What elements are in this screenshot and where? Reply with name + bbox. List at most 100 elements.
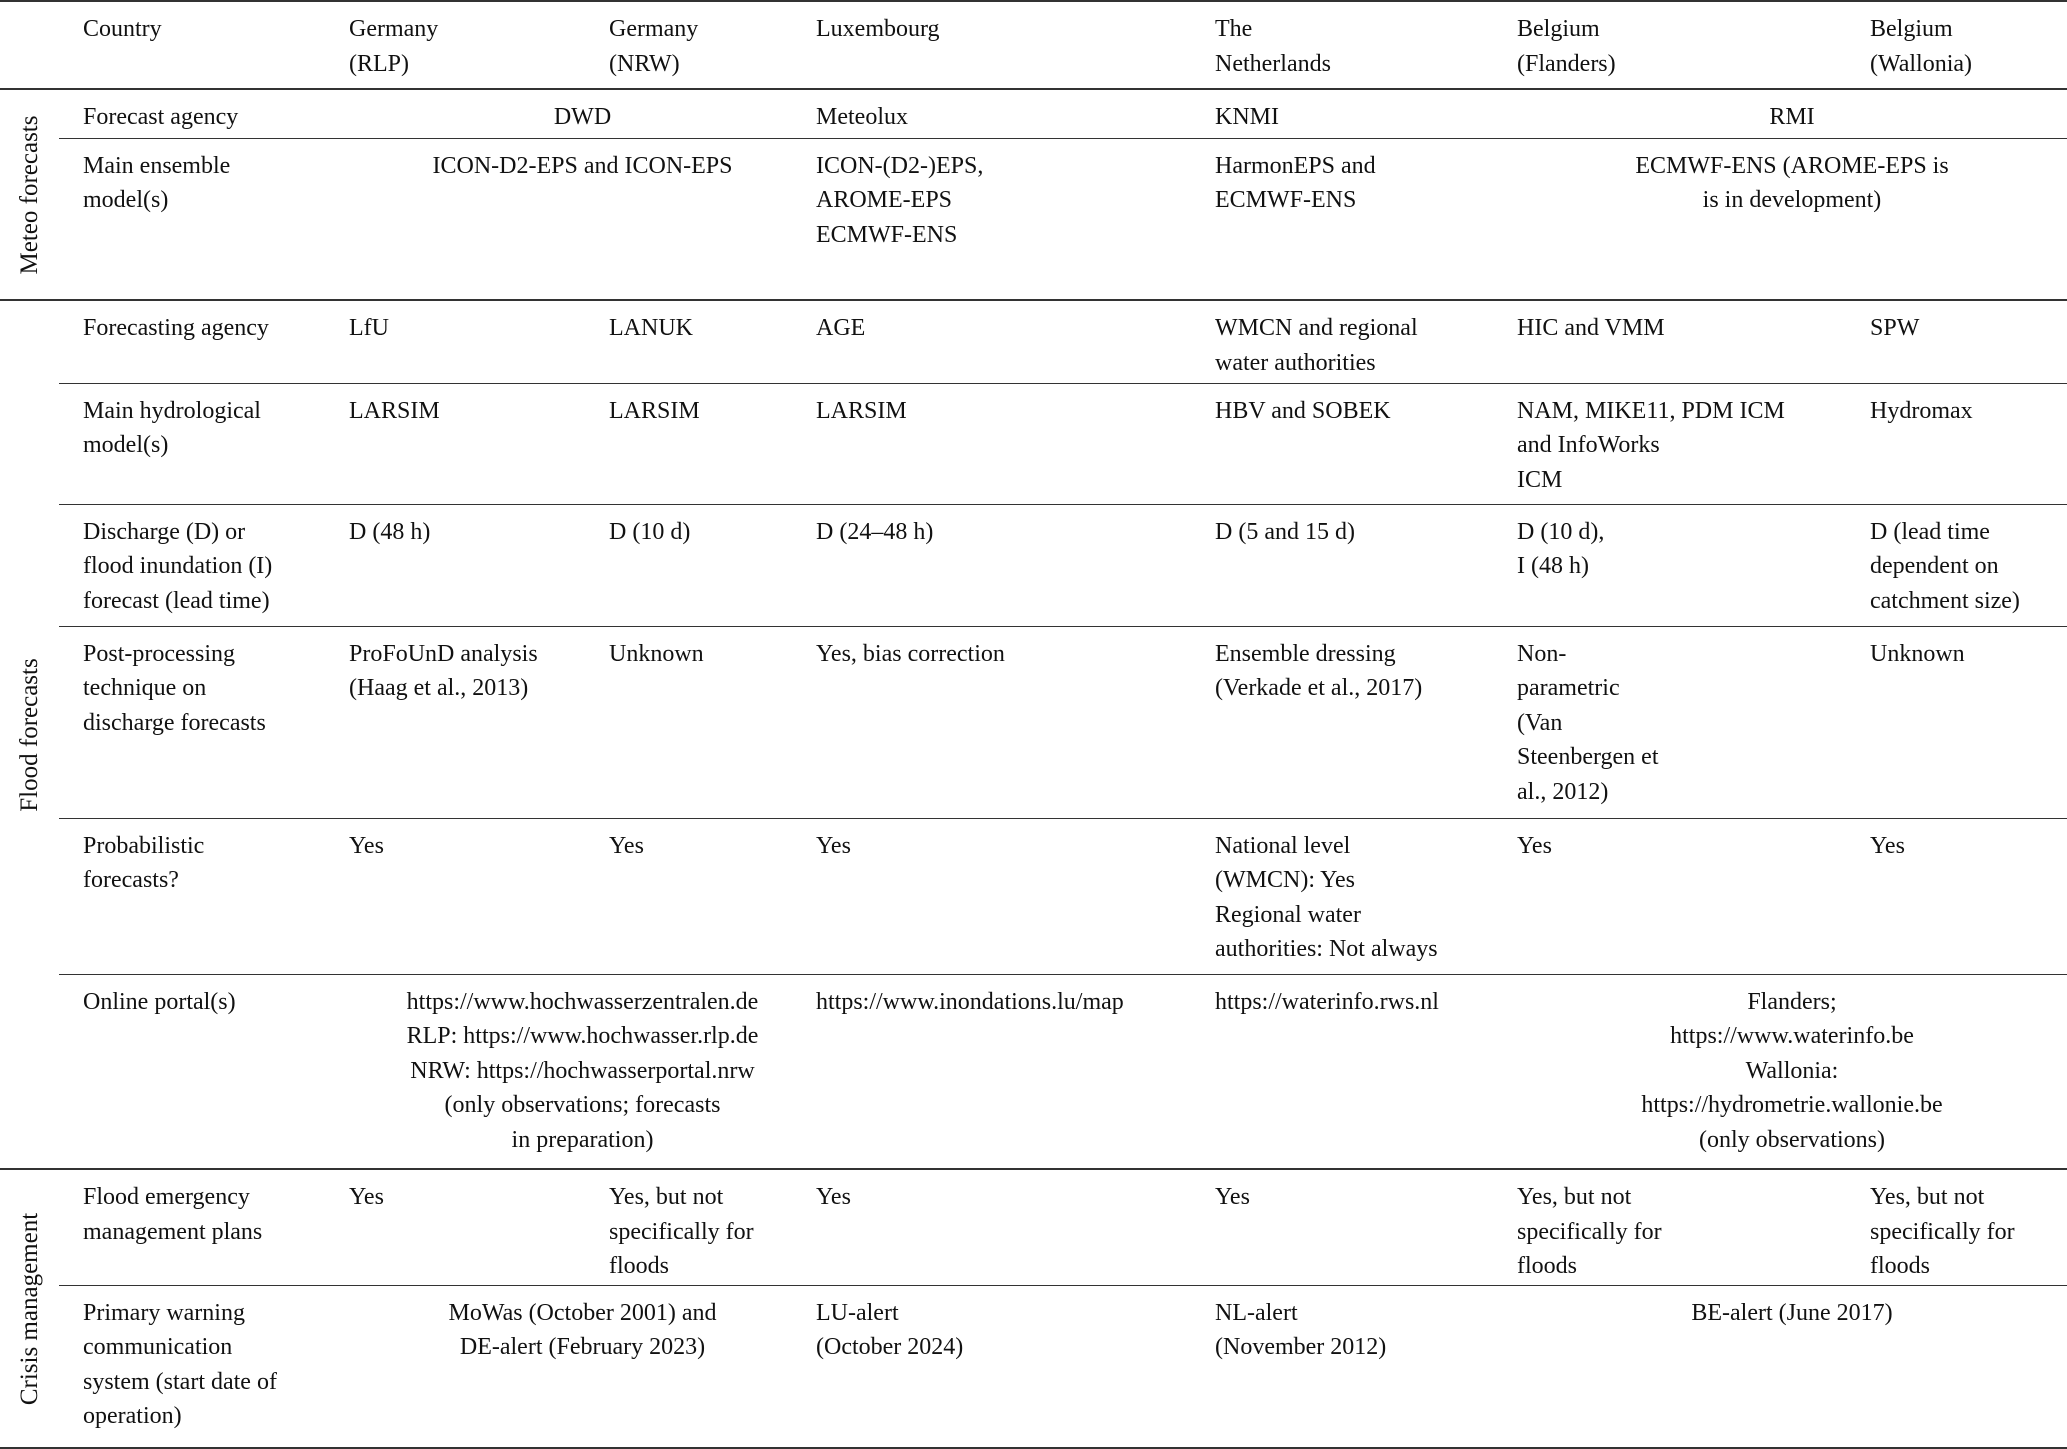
cell-line: D (10 d), — [1517, 518, 1605, 545]
cell-line: HBV and SOBEK — [1215, 397, 1391, 424]
cell-line: water authorities — [1215, 349, 1376, 376]
cell-line: flood inundation (I) — [83, 553, 273, 579]
cell-line: specifically for — [1870, 1218, 2015, 1245]
cell-line: https://www.inondations.lu/map — [816, 988, 1124, 1015]
cell-line: system (start date of — [83, 1368, 277, 1395]
header-row: Country Germany (RLP) Germany (NRW) Luxembour… — [0, 0, 2067, 90]
cell-line: Post-processing — [83, 640, 235, 667]
column-header: Luxembourg — [816, 0, 1215, 90]
column-header: Germany (RLP) — [349, 0, 609, 90]
cell-line: Belgium — [1870, 16, 1953, 42]
table-cell: Yes, but not specifically for floods — [1517, 1169, 1870, 1286]
table-cell: NAM, MIKE11, PDM ICM and InfoWorks ICM — [1517, 383, 1870, 505]
table-cell: WMCN and regional water authorities — [1215, 300, 1517, 384]
cell-line: AROME-EPS — [816, 187, 953, 213]
cell-line: Flanders; — [1747, 988, 1837, 1015]
cell-line: Yes — [816, 1184, 851, 1210]
cell-line: LARSIM — [816, 397, 907, 424]
cell-line: RLP: https://www.hochwasser.rlp.de — [406, 1023, 759, 1049]
cell-line: LARSIM — [349, 397, 440, 424]
table-cell: LfU — [349, 300, 609, 384]
group-label-cell: Flood forecasts — [0, 300, 59, 1170]
table-cell: AGE — [816, 300, 1215, 384]
table-cell: D (10 d) — [609, 504, 816, 627]
cell-line: floods — [609, 1253, 669, 1279]
row-label: Discharge (D) or flood inundation (I) fore… — [59, 504, 349, 627]
cell-line: operation) — [83, 1403, 182, 1429]
cell-line: Hydromax — [1870, 397, 1973, 424]
table-cell: Ensemble dressing (Verkade et al., 2017) — [1215, 626, 1517, 819]
table-row: Online portal(s) https://www.hochwasserze… — [0, 974, 2067, 1170]
cell-line: Yes — [349, 832, 384, 859]
cell-line: https://www.waterinfo.be — [1670, 1023, 1914, 1049]
cell-line: Yes, bias correction — [816, 640, 1005, 667]
cell-line: Yes, but not — [1870, 1184, 1985, 1210]
cell-line: (RLP) — [349, 50, 409, 77]
cell-line: RMI — [1769, 104, 1815, 130]
cell-line: (WMCN): Yes — [1215, 867, 1356, 893]
table-row: Primary warning communication system (star… — [0, 1285, 2067, 1449]
cell-line: floods — [1870, 1253, 1930, 1279]
cell-line: Main hydrological — [83, 397, 261, 424]
cell-line: technique on — [83, 675, 207, 701]
cell-line: NL-alert — [1215, 1299, 1298, 1326]
table-cell: D (10 d), I (48 h) — [1517, 504, 1870, 627]
cell-line: model(s) — [83, 187, 169, 213]
cell-line: DWD — [553, 104, 612, 130]
cell-line: Meteolux — [816, 104, 908, 130]
cell-line: Yes, but not — [609, 1184, 724, 1210]
table-cell: HarmonEPS and ECMWF-ENS — [1215, 138, 1517, 301]
cell-line: AGE — [816, 315, 866, 341]
cell-line: Discharge (D) or — [83, 518, 246, 545]
cell-line: D (lead time — [1870, 518, 1990, 545]
cell-line: (only observations; forecasts — [444, 1092, 721, 1118]
cell-line: Yes — [349, 1184, 384, 1210]
table-cell: LARSIM — [609, 383, 816, 505]
cell-line: HIC and VMM — [1517, 315, 1665, 341]
cell-line: LU-alert — [816, 1299, 899, 1326]
cell-line: floods — [1517, 1253, 1577, 1279]
row-label: Flood emergency management plans — [59, 1169, 349, 1286]
cell-line: I (48 h) — [1517, 553, 1589, 579]
cell-line: Forecast agency — [83, 104, 239, 130]
cell-line: (Van — [1517, 709, 1563, 736]
table-cell: ProFoUnD analysis (Haag et al., 2013) — [349, 626, 609, 819]
cell-line: (NRW) — [609, 50, 680, 77]
table-cell: NL-alert (November 2012) — [1215, 1285, 1517, 1449]
cell-line: ICON-(D2-)EPS, — [816, 152, 984, 179]
cell-line: parametric — [1517, 675, 1620, 701]
row-label: Online portal(s) — [59, 974, 349, 1170]
cell-line: (Haag et al., 2013) — [349, 675, 529, 701]
cell-line: Germany — [349, 16, 439, 42]
table-cell: Yes — [1517, 818, 1870, 975]
cell-line: Probabilistic — [83, 832, 205, 859]
group-label-cell: Crisis management — [0, 1169, 59, 1449]
table-row: Post-processing technique on discharge for… — [0, 626, 2067, 819]
cell-line: HarmonEPS and — [1215, 152, 1376, 179]
table-cell: Yes — [816, 1169, 1215, 1286]
table-row: Main hydrological model(s) LARSIM LARSIM LAR… — [0, 383, 2067, 505]
header-blank — [0, 0, 59, 90]
cell-line: Yes — [1215, 1184, 1250, 1210]
table-cell: D (24–48 h) — [816, 504, 1215, 627]
cell-line: Unknown — [609, 640, 704, 667]
group-label: Crisis management — [15, 1212, 43, 1405]
cell-line: DE-alert (February 2023) — [459, 1334, 706, 1360]
column-header: The Netherlands — [1215, 0, 1517, 90]
cell-line: https://hydrometrie.wallonie.be — [1641, 1092, 1943, 1118]
cell-line: model(s) — [83, 432, 169, 458]
cell-line: and InfoWorks — [1517, 432, 1660, 458]
table-row: Crisis management Flood emergency manageme… — [0, 1169, 2067, 1449]
cell-line: ECMWF-ENS — [1215, 187, 1357, 213]
cell-line: Unknown — [1870, 640, 1965, 667]
column-header: Germany (NRW) — [609, 0, 816, 90]
cell-line: Yes, but not — [1517, 1184, 1632, 1210]
table-row: Probabilistic forecasts? Yes Yes Yes National… — [0, 818, 2067, 975]
table-cell: https://www.hochwasserzentralen.de RLP: h… — [349, 974, 816, 1170]
cell-line: https://www.hochwasserzentralen.de — [406, 988, 759, 1015]
cell-line: Yes — [609, 832, 644, 859]
table-cell: LARSIM — [349, 383, 609, 505]
cell-line: National level — [1215, 832, 1351, 859]
cell-line: Primary warning — [83, 1299, 245, 1326]
